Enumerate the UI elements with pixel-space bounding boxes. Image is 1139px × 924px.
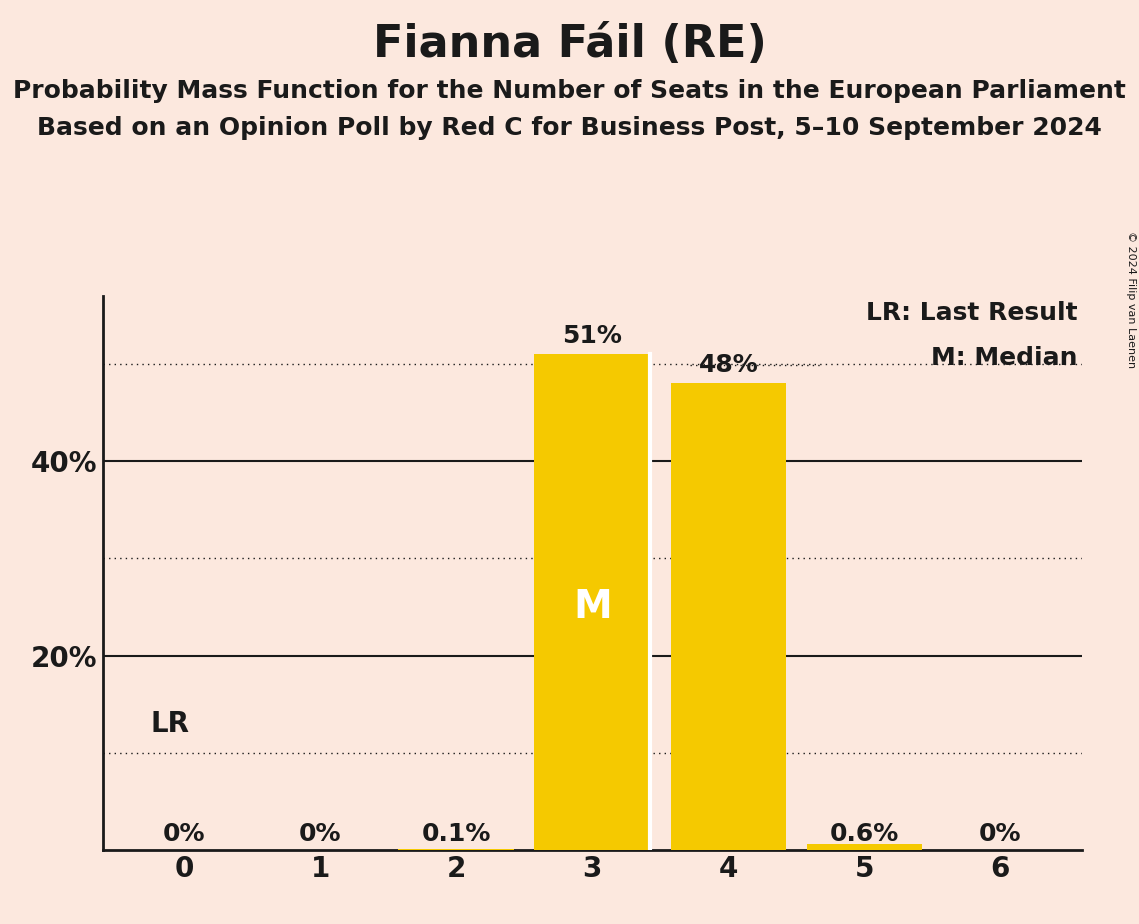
- Text: 0%: 0%: [980, 822, 1022, 846]
- Text: Based on an Opinion Poll by Red C for Business Post, 5–10 September 2024: Based on an Opinion Poll by Red C for Bu…: [38, 116, 1101, 140]
- Bar: [671, 383, 786, 850]
- Text: LR: LR: [150, 711, 189, 738]
- Bar: [399, 849, 514, 850]
- Text: M: Median: M: Median: [931, 346, 1077, 370]
- Bar: [806, 845, 923, 850]
- Text: 0.6%: 0.6%: [829, 822, 899, 846]
- Text: Probability Mass Function for the Number of Seats in the European Parliament: Probability Mass Function for the Number…: [13, 79, 1126, 103]
- Text: 0%: 0%: [298, 822, 342, 846]
- Bar: [534, 354, 650, 850]
- Text: M: M: [573, 588, 612, 626]
- Text: 0%: 0%: [163, 822, 205, 846]
- Text: 0.1%: 0.1%: [421, 822, 491, 846]
- Text: 48%: 48%: [698, 353, 759, 377]
- Text: 51%: 51%: [563, 324, 622, 348]
- Text: Fianna Fáil (RE): Fianna Fáil (RE): [372, 23, 767, 67]
- Text: © 2024 Filip van Laenen: © 2024 Filip van Laenen: [1126, 231, 1136, 368]
- Text: LR: Last Result: LR: Last Result: [866, 301, 1077, 325]
